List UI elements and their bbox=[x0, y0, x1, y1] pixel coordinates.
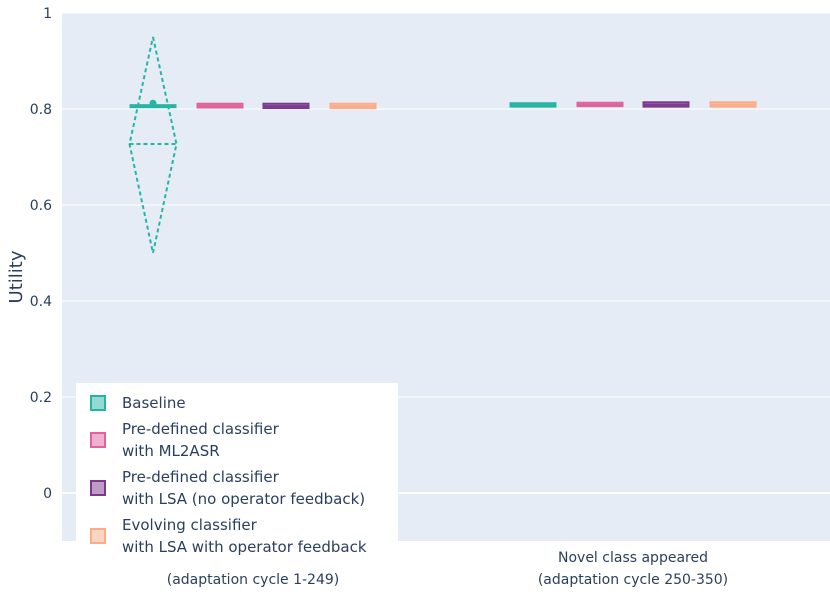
legend-swatch bbox=[90, 395, 106, 411]
series-3 bbox=[329, 101, 757, 110]
y-tick-label: 1 bbox=[43, 6, 52, 22]
legend-label: Pre-defined classifier bbox=[122, 420, 280, 438]
legend-item-0: Baseline bbox=[90, 394, 186, 412]
legend-swatch bbox=[90, 480, 106, 496]
legend-swatch bbox=[90, 528, 106, 544]
series-2 bbox=[262, 101, 690, 110]
mean-sd-diamond bbox=[128, 36, 178, 254]
x-axis-categories: (adaptation cycle 1-249) Novel class appe… bbox=[167, 550, 728, 588]
legend-label: Baseline bbox=[122, 394, 186, 412]
legend-item-1: Pre-defined classifier with ML2ASR bbox=[90, 420, 280, 460]
x-category-label: Novel class appeared bbox=[558, 550, 708, 566]
legend-label: Pre-defined classifier bbox=[122, 468, 280, 486]
y-tick-label: 0.4 bbox=[30, 294, 52, 310]
y-tick-label: 0.6 bbox=[30, 198, 52, 214]
legend-label: Evolving classifier bbox=[122, 516, 258, 534]
y-tick-label: 0.2 bbox=[30, 390, 52, 406]
mean-point bbox=[149, 99, 157, 107]
legend-label: with LSA (no operator feedback) bbox=[122, 490, 365, 508]
box-series bbox=[128, 36, 757, 254]
legend-item-3: Evolving classifier with LSA with operato… bbox=[90, 516, 367, 556]
x-category-label: (adaptation cycle 1-249) bbox=[167, 572, 340, 588]
y-axis-ticks: 0 0.2 0.4 0.6 0.8 1 bbox=[30, 6, 52, 502]
legend-label: with ML2ASR bbox=[122, 442, 220, 460]
legend-item-2: Pre-defined classifier with LSA (no opera… bbox=[90, 468, 365, 508]
y-tick-label: 0 bbox=[43, 486, 52, 502]
y-tick-label: 0.8 bbox=[30, 102, 52, 118]
series-0 bbox=[128, 36, 557, 254]
y-axis-title: Utility bbox=[6, 250, 27, 303]
legend-background bbox=[76, 383, 398, 548]
x-category-label: (adaptation cycle 250-350) bbox=[538, 572, 728, 588]
series-1 bbox=[196, 101, 624, 109]
legend-label: with LSA with operator feedback bbox=[122, 538, 367, 556]
legend-swatch bbox=[90, 432, 106, 448]
legend: Baseline Pre-defined classifier with ML2AS… bbox=[76, 383, 398, 556]
